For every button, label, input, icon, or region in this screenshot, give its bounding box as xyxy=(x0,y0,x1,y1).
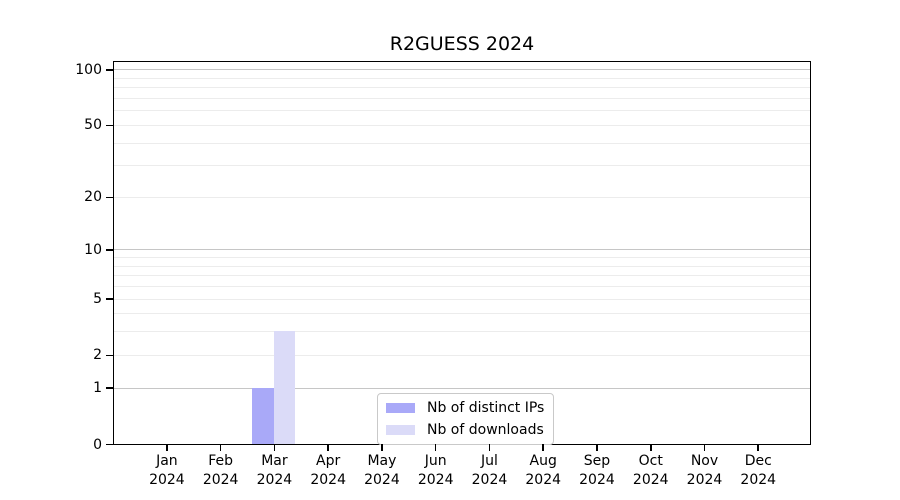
x-tick-mark xyxy=(488,444,491,451)
legend-label-downloads: Nb of downloads xyxy=(427,422,544,438)
gridline-minor xyxy=(114,331,810,333)
x-tick-label: Sep 2024 xyxy=(579,453,615,488)
x-tick-label: Apr 2024 xyxy=(310,453,346,488)
gridline-minor xyxy=(114,196,810,198)
y-tick-label: 5 xyxy=(93,291,102,308)
y-tick-label: 50 xyxy=(84,117,102,134)
legend-entry-distinct-ips: Nb of distinct IPs xyxy=(386,400,544,416)
gridline-minor xyxy=(114,142,810,144)
x-tick-label: Feb 2024 xyxy=(202,453,239,488)
gridline-minor xyxy=(114,313,810,315)
y-tick-mark xyxy=(106,298,113,300)
x-tick-mark xyxy=(434,444,437,451)
gridline-minor xyxy=(114,110,810,112)
gridline-minor xyxy=(114,77,810,79)
gridline-minor xyxy=(114,298,810,300)
y-tick-label: 1 xyxy=(93,380,102,397)
x-tick-mark xyxy=(381,444,383,451)
x-tick-mark xyxy=(542,444,544,451)
gridline-minor xyxy=(114,265,810,267)
gridline-minor xyxy=(114,257,810,259)
gridline-major xyxy=(114,69,810,71)
gridline-minor xyxy=(114,124,810,126)
x-tick-label: Aug 2024 xyxy=(525,453,562,488)
gridline-minor xyxy=(114,285,810,287)
bar-downloads xyxy=(273,331,296,444)
legend-entry-downloads: Nb of downloads xyxy=(386,422,544,438)
y-tick-mark xyxy=(106,354,113,357)
x-tick-label: Dec 2024 xyxy=(740,453,777,488)
gridline-minor xyxy=(114,97,810,99)
y-tick-mark xyxy=(106,124,113,127)
y-tick-mark xyxy=(106,249,113,251)
x-tick-label: May 2024 xyxy=(364,453,400,488)
legend: Nb of distinct IPs Nb of downloads xyxy=(377,393,555,445)
y-tick-label: 0 xyxy=(93,436,102,453)
y-tick-label: 2 xyxy=(93,347,102,364)
gridline-minor xyxy=(114,165,810,167)
x-tick-mark xyxy=(703,444,706,451)
bar-distinct-ips xyxy=(252,387,274,444)
chart-title: R2GUESS 2024 xyxy=(389,33,535,55)
y-tick-mark xyxy=(106,196,113,199)
x-tick-label: Jun 2024 xyxy=(417,453,454,488)
y-tick-mark xyxy=(106,387,113,390)
gridline-minor xyxy=(114,87,810,89)
x-tick-label: Nov 2024 xyxy=(686,453,723,488)
x-tick-label: Mar 2024 xyxy=(256,453,293,488)
gridline-major xyxy=(114,249,810,251)
gridline-major xyxy=(114,387,810,389)
gridline-minor xyxy=(114,354,810,356)
legend-label-distinct-ips: Nb of distinct IPs xyxy=(427,400,545,416)
x-tick-mark xyxy=(649,444,652,451)
y-tick-label: 100 xyxy=(75,62,102,78)
plot-area xyxy=(113,61,811,445)
x-tick-mark xyxy=(166,444,168,451)
y-tick-label: 20 xyxy=(84,189,102,206)
x-tick-mark xyxy=(219,444,222,451)
legend-swatch-distinct-ips xyxy=(386,403,415,413)
gridline-minor xyxy=(114,275,810,277)
x-tick-mark xyxy=(327,444,329,451)
x-tick-label: Jan 2024 xyxy=(149,453,185,488)
legend-swatch-downloads xyxy=(386,425,415,435)
x-tick-label: Oct 2024 xyxy=(632,453,669,488)
y-tick-mark xyxy=(106,69,113,71)
y-tick-mark xyxy=(106,443,113,446)
x-tick-mark xyxy=(273,444,276,451)
y-tick-label: 10 xyxy=(84,241,102,258)
x-tick-mark xyxy=(757,444,760,451)
x-tick-label: Jul 2024 xyxy=(471,453,508,488)
x-tick-mark xyxy=(596,444,598,451)
